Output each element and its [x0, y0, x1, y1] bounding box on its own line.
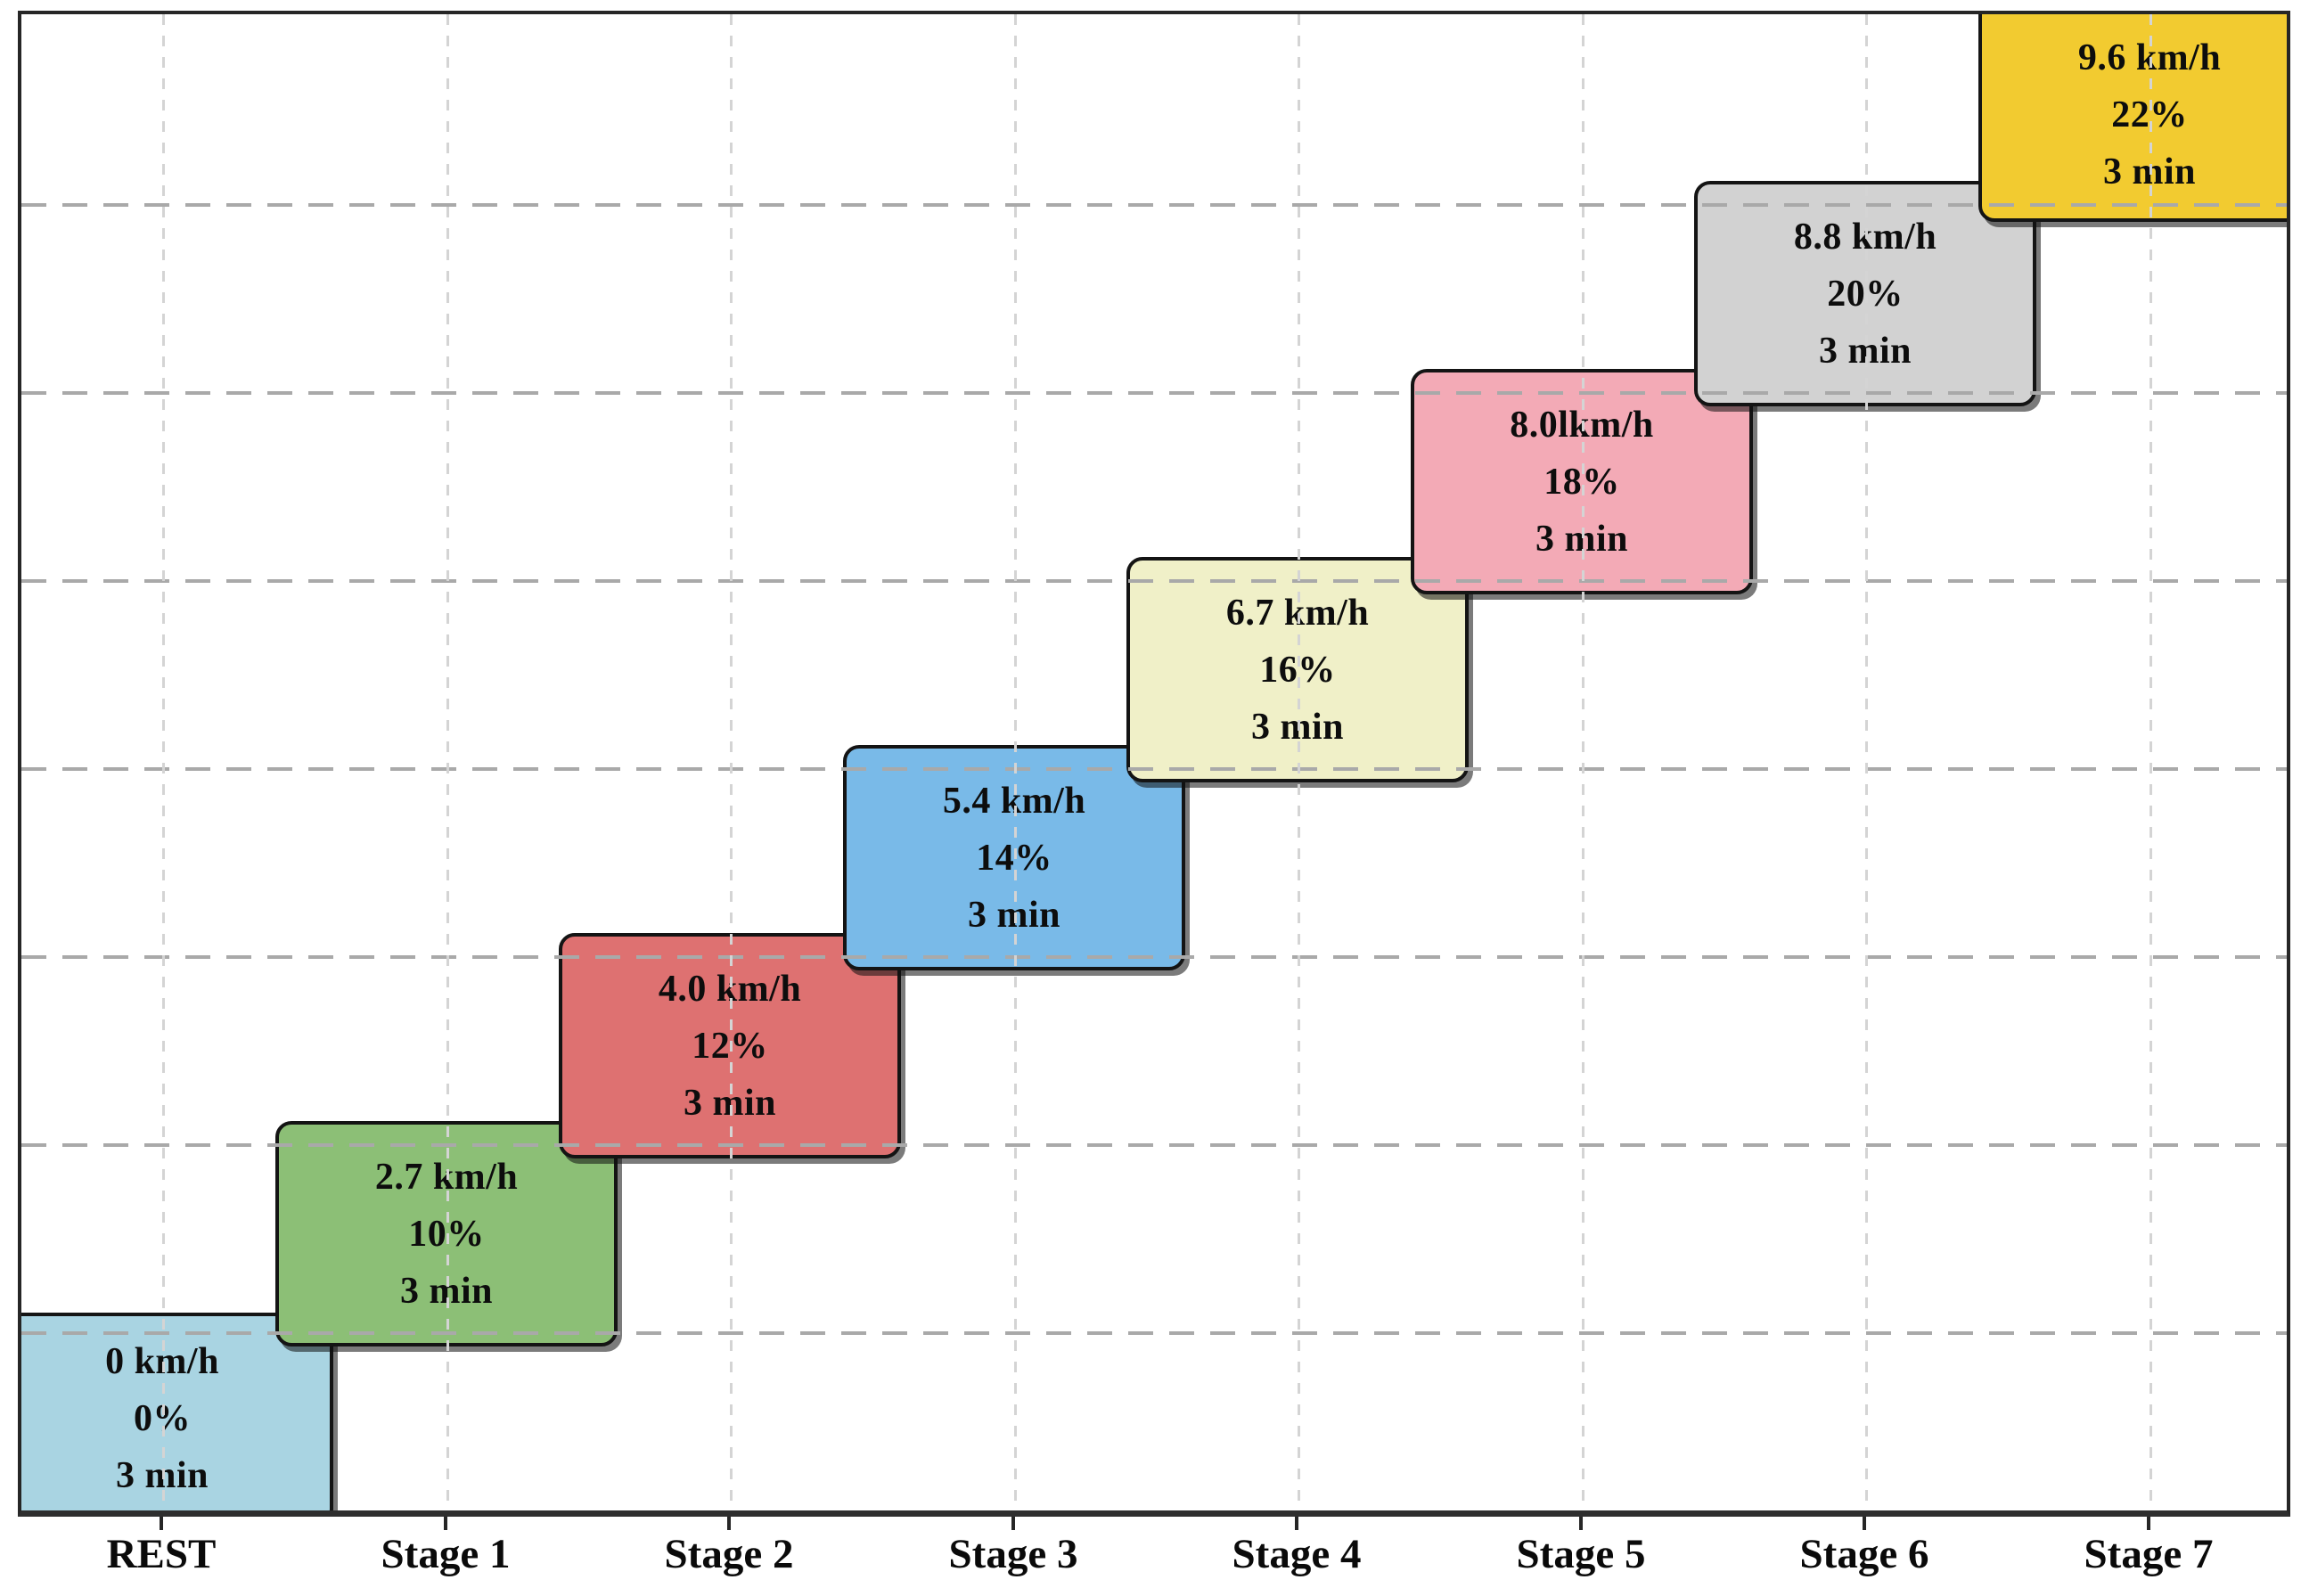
x-axis-tick	[1011, 1517, 1015, 1530]
x-axis-label-stage-1: Stage 1	[381, 1531, 511, 1577]
gridline-horizontal	[21, 579, 2287, 583]
stage-speed: 8.0lkm/h	[1510, 397, 1654, 454]
stage-incline: 20%	[1827, 266, 1904, 323]
plot-area: 0 km/h 0% 3 min 2.7 km/h 10% 3 min 4.0 k…	[18, 11, 2290, 1517]
stage-incline: 16%	[1259, 642, 1336, 699]
stage-speed: 2.7 km/h	[374, 1156, 519, 1198]
stage-duration: 3 min	[1250, 706, 1344, 748]
stage-speed: 8.8 km/h	[1793, 216, 1937, 258]
stage-duration: 3 min	[967, 894, 1060, 936]
gridline-horizontal	[21, 955, 2287, 959]
stage-incline: 0%	[134, 1390, 191, 1447]
x-axis-label-rest: REST	[106, 1531, 217, 1577]
x-axis-tick	[1863, 1517, 1866, 1530]
gridline-horizontal	[21, 203, 2287, 207]
stage-duration: 3 min	[2102, 151, 2196, 192]
gridline-horizontal	[21, 1331, 2287, 1335]
gridline-vertical	[1014, 14, 1017, 1510]
x-axis-tick	[1579, 1517, 1583, 1530]
stage-speed: 0 km/h	[105, 1341, 219, 1382]
x-axis-tick	[2147, 1517, 2150, 1530]
gridline-vertical	[1298, 14, 1300, 1510]
stage-box-5: 8.0lkm/h 18% 3 min	[1411, 369, 1753, 594]
stage-duration: 3 min	[1818, 330, 1912, 372]
gridline-vertical	[1865, 14, 1868, 1510]
stage-speed: 4.0 km/h	[658, 968, 802, 1010]
x-axis-label-stage-2: Stage 2	[664, 1531, 794, 1577]
stage-incline: 10%	[408, 1206, 485, 1263]
stage-incline: 22%	[2111, 86, 2188, 143]
stage-incline: 14%	[976, 830, 1052, 887]
stage-duration: 3 min	[1535, 518, 1628, 560]
x-axis-tick	[1295, 1517, 1298, 1530]
x-axis-label-stage-4: Stage 4	[1232, 1531, 1362, 1577]
stage-speed: 6.7 km/h	[1225, 592, 1370, 634]
gridline-horizontal	[21, 767, 2287, 771]
x-axis-label-stage-5: Stage 5	[1516, 1531, 1646, 1577]
gridline-vertical	[162, 14, 165, 1510]
x-axis-label-stage-6: Stage 6	[1799, 1531, 1929, 1577]
stage-duration: 3 min	[683, 1082, 776, 1124]
stage-box-7: 9.6 km/h 22% 3 min	[1978, 14, 2287, 222]
x-axis-label-stage-7: Stage 7	[2084, 1531, 2214, 1577]
x-axis-tick	[444, 1517, 447, 1530]
gridline-vertical	[1582, 14, 1584, 1510]
x-axis-label-stage-3: Stage 3	[948, 1531, 1078, 1577]
stage-incline: 18%	[1544, 454, 1620, 511]
gridline-vertical	[730, 14, 733, 1510]
stage-box-rest: 0 km/h 0% 3 min	[21, 1313, 333, 1510]
x-axis-tick	[727, 1517, 731, 1530]
gridline-horizontal	[21, 1143, 2287, 1147]
gridline-vertical	[2150, 14, 2152, 1510]
x-axis-tick	[160, 1517, 163, 1530]
gridline-vertical	[446, 14, 449, 1510]
stage-speed: 5.4 km/h	[942, 780, 1086, 822]
stage-speed: 9.6 km/h	[2077, 37, 2222, 78]
gridline-horizontal	[21, 391, 2287, 395]
stage-duration: 3 min	[399, 1270, 493, 1312]
stage-duration: 3 min	[115, 1455, 209, 1496]
stage-incline: 12%	[692, 1018, 768, 1075]
